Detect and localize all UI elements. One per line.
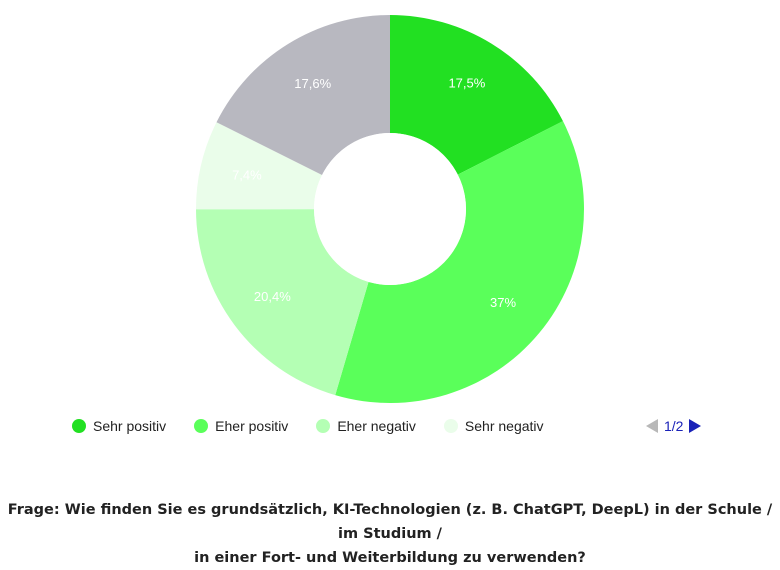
- legend-item-sehr-negativ[interactable]: Sehr negativ: [443, 418, 544, 434]
- legend-item-eher-negativ[interactable]: Eher negativ: [316, 418, 416, 434]
- slice-value-label: 17,5%: [448, 76, 485, 91]
- pager-next-icon[interactable]: [689, 419, 702, 433]
- slice-value-label: 37%: [490, 295, 516, 310]
- legend-label: Sehr positiv: [93, 418, 167, 434]
- legend-dot-eher-negativ: [316, 419, 331, 433]
- donut-chart: 17,5% 37% 20,4% 7,4% 17,6%: [196, 15, 584, 403]
- legend-item-sehr-positiv[interactable]: Sehr positiv: [72, 418, 166, 434]
- legend-dot-sehr-positiv: [72, 419, 86, 433]
- question-text: Frage: Wie finden Sie es grundsätzlich, …: [0, 498, 780, 570]
- pie-slice[interactable]: [335, 121, 584, 403]
- pager-text: 1/2: [664, 418, 684, 434]
- legend-item-eher-positiv[interactable]: Eher positiv: [194, 418, 288, 434]
- slice-value-label: 20,4%: [254, 289, 291, 304]
- pie-slice[interactable]: [196, 209, 369, 396]
- slice-value-label: 17,6%: [294, 76, 331, 91]
- pager-prev-icon[interactable]: [646, 419, 658, 433]
- question-line-2: in einer Fort- und Weiterbildung zu verw…: [194, 550, 586, 566]
- slice-value-label: 7,4%: [232, 167, 262, 182]
- question-line-1: Frage: Wie finden Sie es grundsätzlich, …: [7, 502, 773, 542]
- legend-pager: 1/2: [646, 418, 702, 434]
- pie-slice[interactable]: [216, 15, 390, 175]
- pie-slice[interactable]: [390, 15, 563, 175]
- donut-hole: [314, 133, 466, 285]
- pie-slice[interactable]: [196, 122, 323, 210]
- legend-label: Sehr negativ: [464, 418, 544, 434]
- legend-dot-sehr-negativ: [443, 419, 458, 433]
- legend-dot-eher-positiv: [194, 419, 209, 433]
- legend-label: Eher negativ: [337, 418, 416, 434]
- legend-label: Eher positiv: [215, 418, 289, 434]
- chart-legend: Sehr positiv Eher positiv Eher negativ S…: [72, 418, 572, 434]
